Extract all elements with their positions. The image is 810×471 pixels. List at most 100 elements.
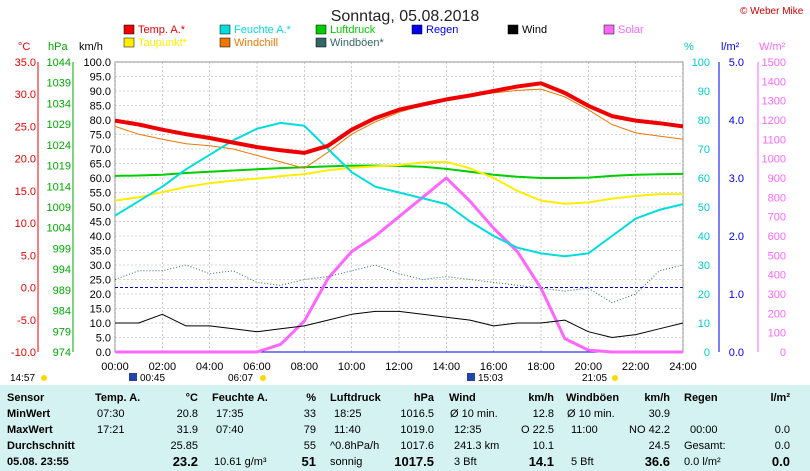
solar-axis-tick: 1300	[762, 96, 786, 108]
table-cell: 11:00	[571, 424, 598, 436]
table-cell: 12.8	[532, 408, 554, 420]
series-line-temp-a	[114, 81, 684, 155]
pressure-axis-tick: 1014	[47, 181, 71, 193]
table-cell: 25.85	[170, 440, 198, 452]
wind-axis-tick: 45.0	[90, 217, 111, 229]
pressure-axis-tick: 1029	[47, 119, 71, 131]
wind-axis-tick: 5.0	[96, 333, 111, 345]
axis-unit-temp: °C	[18, 41, 30, 53]
solar-axis-tick: 1200	[762, 115, 786, 127]
table-cell: 31.9	[176, 424, 198, 436]
humidity-axis-tick: 100	[692, 57, 710, 69]
x-axis-tick: 08:00	[291, 361, 319, 373]
legend-label: Feuchte A.*	[234, 24, 292, 36]
table-cell: 0.0	[774, 424, 790, 436]
humidity-axis-tick: 30	[698, 260, 710, 272]
table-cell: 51	[301, 454, 316, 469]
table-cell: 00:00	[690, 424, 718, 436]
wind-axis-tick: 65.0	[90, 159, 111, 171]
wind-axis-tick: 75.0	[90, 130, 111, 142]
moon-icon	[129, 373, 137, 381]
x-axis-tick: 04:00	[196, 361, 224, 373]
humidity-axis-tick: 50	[698, 202, 710, 214]
pressure-axis-tick: 1004	[47, 223, 71, 235]
table-unit-press: hPa	[413, 392, 434, 404]
stats-table: Sensor Temp. A. °C Feuchte A. % Luftdruc…	[0, 385, 810, 471]
table-cell: 0.0 l/m²	[684, 456, 721, 468]
table-cell: Gesamt:	[684, 440, 726, 452]
legend-swatch	[315, 24, 327, 35]
solar-axis-tick: 1000	[762, 154, 786, 166]
table-head-wind: Wind	[449, 392, 476, 404]
table-cell: 07:30	[97, 408, 125, 420]
solar-axis-tick: 1500	[762, 57, 786, 69]
sunset-icon	[612, 375, 618, 381]
table-cell: 3 Bft	[454, 456, 477, 468]
humidity-axis-tick: 0	[704, 347, 710, 359]
x-axis-tick: 22:00	[622, 361, 650, 373]
table-head-hum: Feuchte A.	[212, 392, 268, 404]
rain-axis-tick: 4.0	[729, 115, 744, 127]
wind-axis-tick: 30.0	[90, 260, 111, 272]
wind-axis-tick: 100.0	[83, 57, 111, 69]
pressure-axis-tick: 994	[53, 264, 71, 276]
solar-axis-tick: 1100	[762, 134, 786, 146]
wind-axis-tick: 80.0	[90, 115, 111, 127]
x-axis-tick: 18:00	[527, 361, 555, 373]
legend-label: Regen	[426, 24, 458, 36]
table-cell: 10.1	[532, 440, 554, 452]
temp-axis-tick: 20.0	[15, 154, 36, 166]
wind-axis-tick: 10.0	[90, 318, 111, 330]
legend-swatch	[411, 24, 423, 35]
pressure-axis-tick: 1034	[47, 98, 71, 110]
table-head-sensor: Sensor	[7, 392, 45, 404]
sun-icon	[41, 375, 47, 381]
temp-axis-tick: 25.0	[15, 121, 36, 133]
wind-axis-tick: 70.0	[90, 144, 111, 156]
pressure-axis-tick: 1039	[47, 78, 71, 90]
table-cell: ^0.8hPa/h	[330, 440, 380, 452]
table-unit-temp: °C	[185, 392, 198, 404]
table-unit-rain: l/m²	[770, 392, 790, 404]
solar-axis-tick: 300	[768, 289, 786, 301]
temp-axis-tick: 5.0	[21, 250, 36, 262]
pressure-axis-tick: 974	[53, 347, 71, 359]
pressure-axis-tick: 999	[53, 243, 71, 255]
table-row-label: MinWert	[7, 408, 51, 420]
solar-axis-tick: 200	[768, 308, 786, 320]
table-cell: 79	[303, 424, 316, 436]
rain-axis-tick: 2.0	[729, 231, 744, 243]
humidity-axis-tick: 70	[698, 144, 710, 156]
wind-axis-tick: 0.0	[96, 347, 111, 359]
temp-axis-tick: -5.0	[17, 315, 36, 327]
wind-axis-tick: 40.0	[90, 231, 111, 243]
humidity-axis-tick: 40	[698, 231, 710, 243]
table-cell: 1017.6	[400, 440, 434, 452]
solar-axis-tick: 400	[768, 270, 786, 282]
wind-axis-tick: 60.0	[90, 173, 111, 185]
humidity-axis-tick: 60	[698, 173, 710, 185]
solar-axis-tick: 100	[768, 328, 786, 340]
pressure-axis-tick: 979	[53, 326, 71, 338]
table-cell: O 22.5	[520, 424, 554, 436]
table-cell: 1017.5	[394, 454, 434, 469]
rain-axis-tick: 1.0	[729, 289, 744, 301]
axis-unit-humidity: %	[684, 41, 694, 53]
legend-swatch	[219, 24, 231, 35]
table-cell: 11:40	[334, 424, 361, 436]
table-head-gust: Windböen	[566, 392, 620, 404]
legend-label: Windchill	[234, 37, 278, 49]
copyright-text: © Weber Mike	[740, 6, 804, 17]
table-cell: 36.6	[644, 454, 670, 469]
temp-axis-tick: 15.0	[15, 186, 36, 198]
legend-label: Temp. A.*	[138, 24, 186, 36]
legend-label: Luftdruck	[330, 24, 376, 36]
temp-axis-tick: 10.0	[15, 218, 36, 230]
rain-axis-tick: 3.0	[729, 173, 744, 185]
table-cell: Ø 10 min.	[450, 408, 498, 420]
table-row-label: MaxWert	[7, 424, 53, 436]
x-axis-tick: 12:00	[385, 361, 413, 373]
axis-unit-solar: W/m²	[759, 41, 786, 53]
sunrise-icon	[260, 375, 266, 381]
table-cell: 17:35	[216, 408, 244, 420]
